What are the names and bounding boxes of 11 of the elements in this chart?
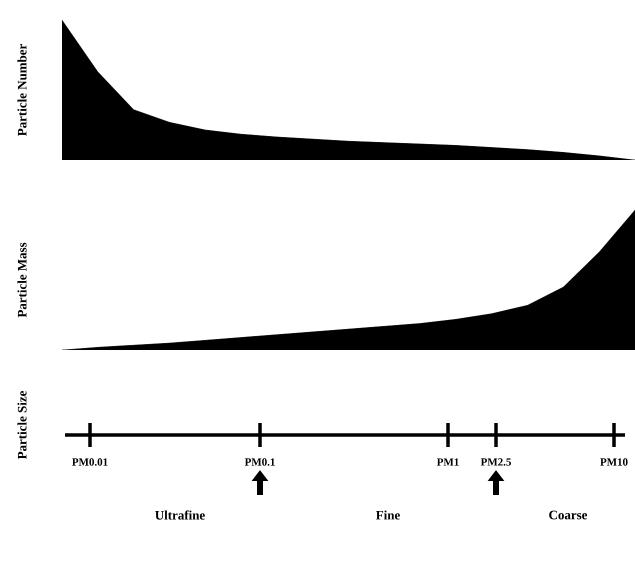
text: PM1 bbox=[436, 458, 459, 466]
text: PM2.5 bbox=[480, 458, 511, 466]
text: PM0.1 bbox=[244, 458, 275, 466]
y-axis-title: Particle Mass bbox=[17, 242, 27, 318]
y-axis-title: Particle Number bbox=[17, 44, 27, 136]
text: Fine bbox=[376, 510, 400, 520]
text: PM0.01 bbox=[72, 458, 108, 466]
text: Particle Size bbox=[17, 390, 27, 460]
text: Coarse bbox=[549, 510, 588, 520]
text: Ultrafine bbox=[155, 510, 205, 520]
text: PM10 bbox=[600, 458, 628, 466]
